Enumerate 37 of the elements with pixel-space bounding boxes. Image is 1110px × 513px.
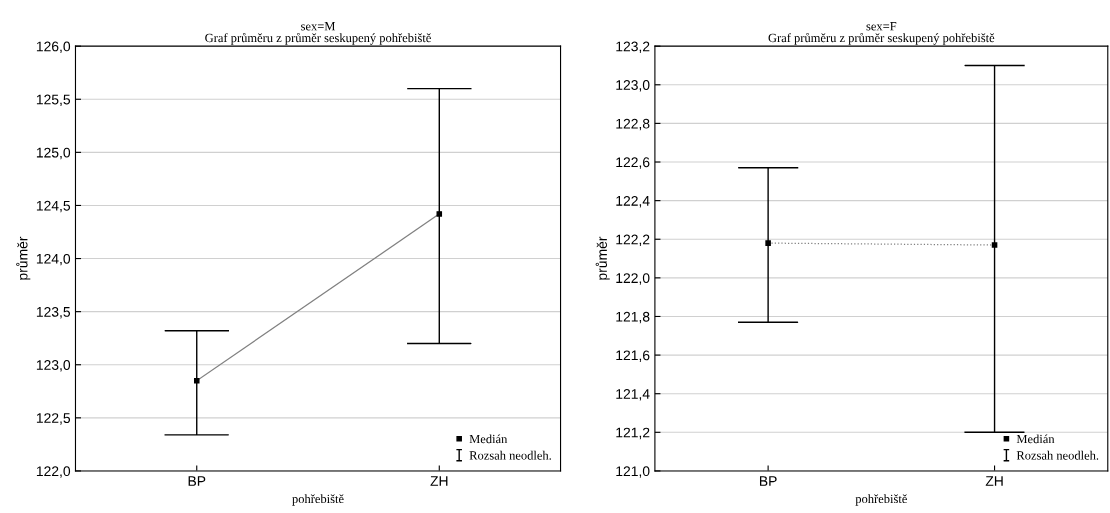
y-axis-title: průměr: [16, 236, 31, 280]
y-tick-label: 123,5: [36, 306, 71, 319]
y-tick-label: 122,8: [616, 118, 650, 131]
y-tick-label: 121,8: [616, 311, 650, 324]
legend-label: Medián: [1016, 434, 1055, 444]
y-tick-label: 122,5: [36, 413, 71, 425]
x-axis-title: pohřebiště: [292, 494, 344, 506]
y-tick-label: 122,6: [616, 157, 650, 169]
y-tick-label: 121,2: [616, 427, 650, 440]
chart-title: sex=F: [866, 22, 897, 31]
y-tick-label: 122,2: [616, 234, 650, 247]
y-tick-label: 122,0: [36, 466, 71, 478]
annotation: Rozsah neodleh.: [469, 450, 551, 460]
legend-label: Medián: [469, 434, 508, 444]
y-tick-label: 121,0: [616, 466, 650, 478]
y-tick-label: 121,6: [616, 350, 650, 362]
chart-subtitle: Graf průměru z průměr seskupený pohřebiště: [768, 32, 995, 45]
x-axis-title: pohřebiště: [855, 494, 907, 506]
y-axis-title: průměr: [595, 236, 610, 280]
y-tick-label: 125,5: [36, 94, 71, 107]
y-tick-label: 121,4: [616, 389, 650, 401]
annotation: Rozsah neodleh.: [1016, 450, 1099, 460]
y-tick-label: 123,0: [36, 360, 71, 372]
x-tick-label: BP: [759, 476, 777, 486]
chart-subtitle: Graf průměru z průměr seskupený pohřebiště: [205, 32, 431, 45]
y-tick-label: 124,0: [36, 253, 71, 266]
y-tick-label: 123,2: [616, 41, 650, 53]
x-tick-label: ZH: [985, 476, 1003, 486]
y-tick-label: 125,0: [36, 147, 71, 160]
y-tick-label: 123,0: [616, 80, 650, 92]
x-tick-label: ZH: [430, 476, 448, 486]
y-tick-label: 124,5: [36, 200, 71, 213]
y-tick-label: 126,0: [36, 41, 71, 53]
y-tick-label: 122,0: [616, 273, 650, 285]
x-tick-label: BP: [188, 476, 206, 486]
y-tick-label: 122,4: [616, 195, 650, 208]
chart-title: sex=M: [301, 22, 336, 31]
